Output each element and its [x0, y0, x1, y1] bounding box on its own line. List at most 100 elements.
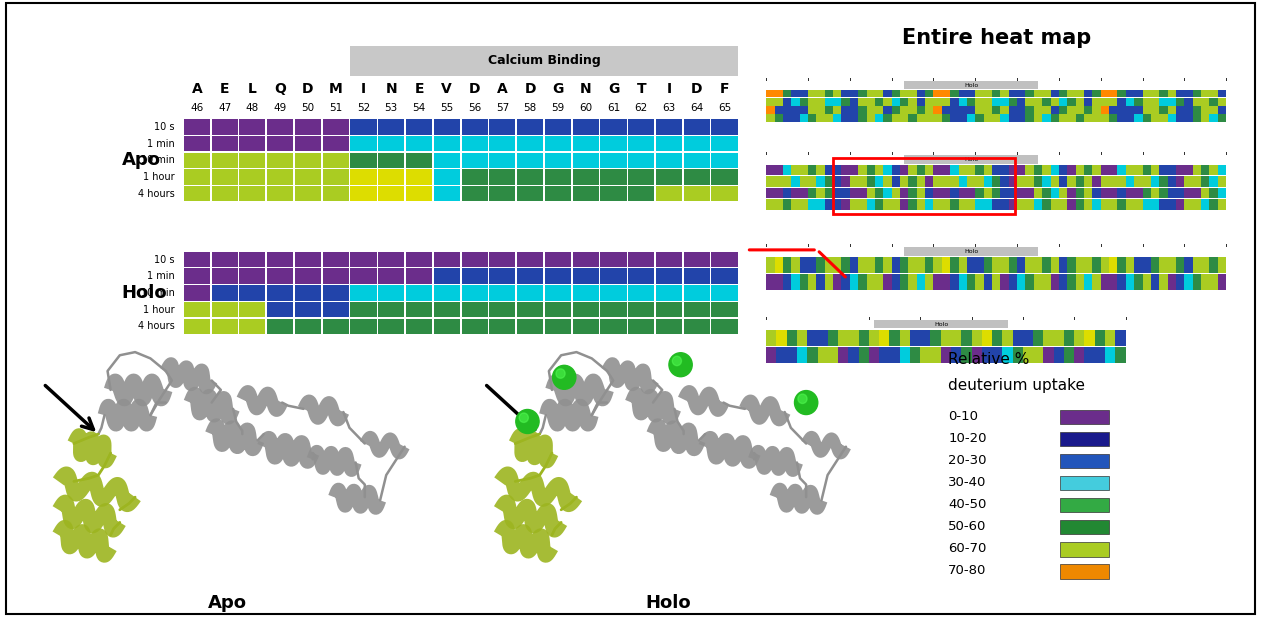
- Bar: [859, 90, 866, 97]
- Bar: [240, 136, 265, 151]
- Text: Holo: Holo: [646, 594, 691, 612]
- Bar: [1059, 199, 1067, 210]
- Bar: [967, 114, 975, 122]
- Bar: [711, 318, 738, 334]
- Bar: [1159, 275, 1168, 290]
- Bar: [984, 98, 992, 106]
- Bar: [834, 114, 841, 122]
- Bar: [866, 165, 875, 175]
- Bar: [1110, 114, 1117, 122]
- Bar: [1034, 90, 1042, 97]
- Bar: [1142, 257, 1151, 273]
- Bar: [967, 176, 975, 187]
- Bar: [1168, 106, 1177, 114]
- Text: T: T: [637, 81, 646, 96]
- Bar: [1018, 114, 1025, 122]
- Text: Holo: Holo: [965, 83, 979, 88]
- Bar: [1159, 106, 1168, 114]
- Text: 20-30: 20-30: [948, 454, 987, 467]
- Text: Calcium Binding: Calcium Binding: [488, 54, 600, 67]
- Bar: [817, 347, 827, 363]
- Bar: [1101, 257, 1110, 273]
- Text: E: E: [415, 81, 424, 96]
- Bar: [1033, 347, 1043, 363]
- Bar: [866, 257, 875, 273]
- Bar: [850, 199, 859, 210]
- Bar: [926, 199, 933, 210]
- Bar: [323, 136, 349, 151]
- Bar: [799, 176, 808, 187]
- Bar: [933, 275, 942, 290]
- Bar: [958, 188, 967, 198]
- Bar: [1076, 98, 1084, 106]
- Bar: [883, 106, 892, 114]
- Bar: [841, 199, 850, 210]
- Bar: [931, 329, 941, 346]
- Bar: [859, 98, 866, 106]
- Bar: [1050, 275, 1059, 290]
- Bar: [958, 275, 967, 290]
- Bar: [1209, 176, 1218, 187]
- Bar: [1000, 90, 1009, 97]
- Bar: [859, 257, 866, 273]
- Bar: [1126, 275, 1134, 290]
- Bar: [892, 114, 900, 122]
- Bar: [1067, 106, 1076, 114]
- Bar: [767, 165, 774, 175]
- Bar: [323, 169, 349, 184]
- Bar: [1064, 329, 1074, 346]
- Bar: [908, 114, 917, 122]
- Bar: [1042, 176, 1050, 187]
- Bar: [883, 275, 892, 290]
- Bar: [1050, 199, 1059, 210]
- Bar: [1043, 329, 1054, 346]
- Bar: [1126, 114, 1134, 122]
- Bar: [295, 285, 322, 300]
- Bar: [295, 252, 322, 267]
- Bar: [295, 186, 322, 201]
- Bar: [975, 114, 984, 122]
- Bar: [351, 318, 377, 334]
- Bar: [267, 119, 294, 135]
- Bar: [323, 318, 349, 334]
- Bar: [628, 136, 654, 151]
- Bar: [834, 90, 841, 97]
- Bar: [951, 347, 961, 363]
- Bar: [834, 106, 841, 114]
- Bar: [908, 176, 917, 187]
- Bar: [866, 114, 875, 122]
- Bar: [967, 98, 975, 106]
- Bar: [1009, 176, 1018, 187]
- Bar: [240, 186, 265, 201]
- Bar: [967, 257, 975, 273]
- Bar: [791, 199, 799, 210]
- Bar: [808, 106, 816, 114]
- Bar: [904, 155, 1038, 164]
- Bar: [378, 186, 405, 201]
- Bar: [992, 329, 1002, 346]
- Bar: [1115, 329, 1126, 346]
- Bar: [799, 275, 808, 290]
- Bar: [378, 252, 405, 267]
- Bar: [827, 347, 839, 363]
- Bar: [783, 106, 791, 114]
- Bar: [841, 257, 850, 273]
- Bar: [1034, 257, 1042, 273]
- Bar: [212, 169, 237, 184]
- Bar: [892, 90, 900, 97]
- Bar: [1000, 106, 1009, 114]
- Bar: [967, 275, 975, 290]
- Bar: [489, 152, 516, 168]
- Bar: [1067, 165, 1076, 175]
- Bar: [1084, 165, 1092, 175]
- Bar: [1218, 176, 1226, 187]
- Bar: [1202, 165, 1209, 175]
- Bar: [834, 275, 841, 290]
- Bar: [869, 329, 879, 346]
- Bar: [572, 268, 599, 284]
- Bar: [992, 114, 1000, 122]
- Bar: [1084, 106, 1092, 114]
- Text: M: M: [329, 81, 343, 96]
- Bar: [267, 136, 294, 151]
- Bar: [817, 329, 827, 346]
